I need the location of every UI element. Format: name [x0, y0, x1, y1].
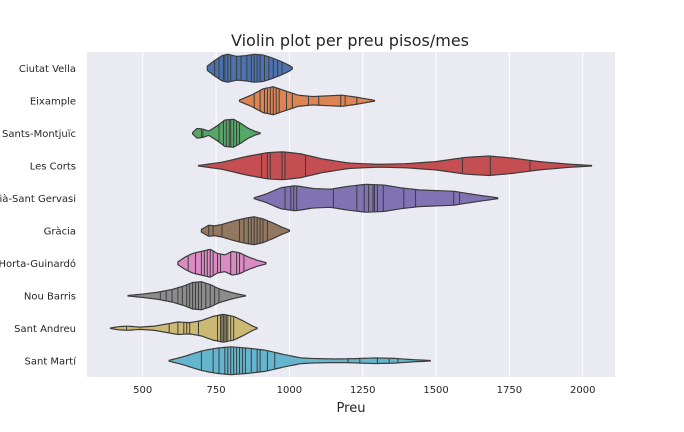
violin-1 [238, 86, 376, 116]
y-tick-label: Sants-Montjuïc [2, 129, 76, 140]
y-tick-label: Eixample [30, 96, 76, 107]
y-tick-label: Sarrià-Sant Gervasi [0, 193, 76, 205]
x-tick-label: 1500 [423, 385, 448, 396]
violin-2 [192, 118, 261, 148]
violins [109, 53, 593, 376]
violin-9 [168, 346, 431, 376]
chart-title: Violin plot per preu pisos/mes [231, 31, 469, 50]
x-tick-label: 1000 [277, 385, 302, 396]
x-tick-label: 750 [207, 385, 226, 396]
x-tick-label: 500 [133, 385, 152, 396]
y-tick-label: Les Corts [30, 161, 76, 172]
y-tick-label: Gràcia [44, 225, 76, 237]
violin-5 [200, 216, 290, 246]
violin-body [206, 53, 293, 83]
x-axis-label: Preu [337, 401, 366, 416]
x-tick-label: 1250 [350, 385, 375, 396]
violin-6 [177, 248, 267, 278]
x-tick-label: 1750 [497, 385, 522, 396]
violin-7 [127, 281, 246, 311]
x-tick-label: 2000 [570, 385, 595, 396]
y-tick-label: Sant Andreu [14, 324, 76, 335]
y-tick-label: Sant Martí [25, 355, 78, 367]
y-tick-label: Nou Barris [24, 291, 76, 302]
violin-8 [109, 313, 258, 343]
violin-4 [253, 183, 499, 213]
x-tick-labels: 500 750 1000 1250 1500 1750 2000 [133, 385, 595, 396]
violin-3 [197, 151, 593, 181]
y-tick-label: Horta-Guinardó [0, 258, 76, 270]
violin-body [197, 151, 593, 181]
violin-0 [206, 53, 293, 83]
y-tick-label: Ciutat Vella [19, 64, 76, 75]
y-tick-labels: Ciutat Vella Eixample Sants-Montjuïc Les Co… [0, 64, 77, 368]
